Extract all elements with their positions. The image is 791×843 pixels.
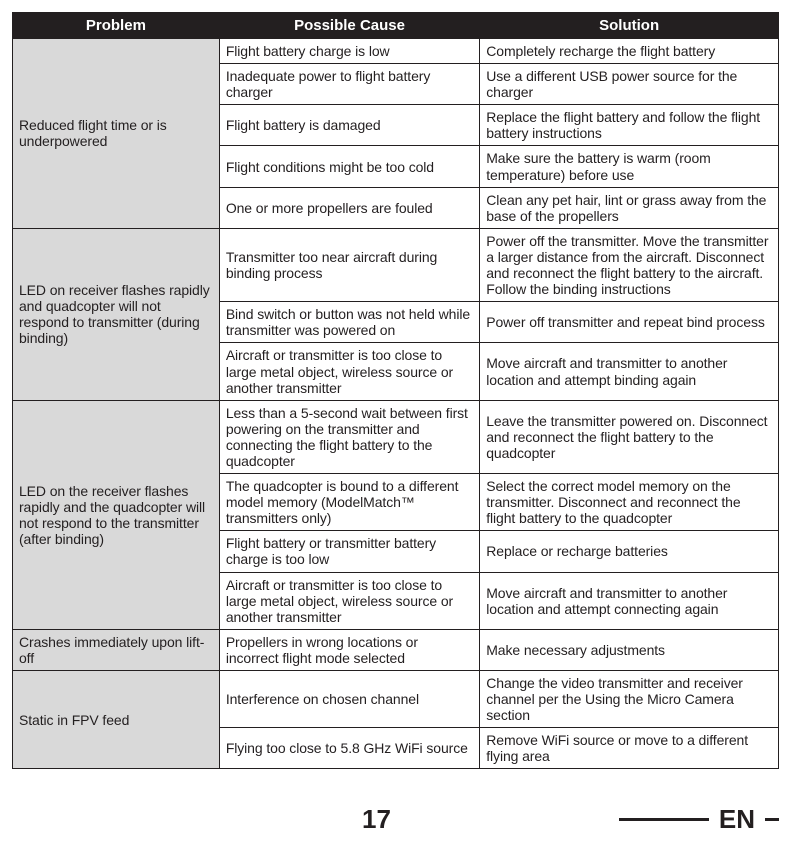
solution-cell: Clean any pet hair, lint or grass away f…	[480, 187, 779, 228]
language-code: EN	[719, 804, 755, 835]
cause-cell: Aircraft or transmitter is too close to …	[219, 343, 479, 400]
problem-cell: LED on the receiver flashes rapidly and …	[13, 400, 220, 629]
solution-cell: Make sure the battery is warm (room temp…	[480, 146, 779, 187]
table-row: Reduced flight time or is underpoweredFl…	[13, 39, 779, 64]
cause-cell: Flying too close to 5.8 GHz WiFi source	[219, 728, 479, 769]
solution-cell: Completely recharge the flight battery	[480, 39, 779, 64]
cause-cell: Inadequate power to flight battery charg…	[219, 64, 479, 105]
solution-cell: Power off transmitter and repeat bind pr…	[480, 302, 779, 343]
page-number: 17	[362, 804, 391, 835]
footer-rule-right	[765, 818, 779, 821]
footer-rule-left	[619, 818, 709, 821]
cause-cell: Bind switch or button was not held while…	[219, 302, 479, 343]
cause-cell: Aircraft or transmitter is too close to …	[219, 572, 479, 629]
solution-cell: Remove WiFi source or move to a differen…	[480, 728, 779, 769]
solution-cell: Power off the transmitter. Move the tran…	[480, 228, 779, 301]
problem-cell: Static in FPV feed	[13, 671, 220, 769]
problem-cell: Crashes immediately upon lift-off	[13, 629, 220, 670]
cause-cell: Propellers in wrong locations or incorre…	[219, 629, 479, 670]
solution-cell: Use a different USB power source for the…	[480, 64, 779, 105]
cause-cell: Interference on chosen channel	[219, 671, 479, 728]
table-row: LED on the receiver flashes rapidly and …	[13, 400, 779, 473]
solution-cell: Replace or recharge batteries	[480, 531, 779, 572]
cause-cell: Flight battery or transmitter battery ch…	[219, 531, 479, 572]
solution-cell: Select the correct model memory on the t…	[480, 474, 779, 531]
table-row: Static in FPV feedInterference on chosen…	[13, 671, 779, 728]
cause-cell: The quadcopter is bound to a different m…	[219, 474, 479, 531]
table-row: Crashes immediately upon lift-offPropell…	[13, 629, 779, 670]
cause-cell: Flight battery is damaged	[219, 105, 479, 146]
cause-cell: Flight conditions might be too cold	[219, 146, 479, 187]
header-problem: Problem	[13, 13, 220, 39]
solution-cell: Replace the flight battery and follow th…	[480, 105, 779, 146]
cause-cell: Less than a 5-second wait between first …	[219, 400, 479, 473]
header-solution: Solution	[480, 13, 779, 39]
table-header-row: Problem Possible Cause Solution	[13, 13, 779, 39]
solution-cell: Move aircraft and transmitter to another…	[480, 343, 779, 400]
troubleshooting-table: Problem Possible Cause Solution Reduced …	[12, 12, 779, 769]
table-row: LED on receiver flashes rapidly and quad…	[13, 228, 779, 301]
cause-cell: One or more propellers are fouled	[219, 187, 479, 228]
problem-cell: LED on receiver flashes rapidly and quad…	[13, 228, 220, 400]
solution-cell: Make necessary adjustments	[480, 629, 779, 670]
problem-cell: Reduced flight time or is underpowered	[13, 39, 220, 229]
header-cause: Possible Cause	[219, 13, 479, 39]
language-indicator: EN	[619, 804, 779, 835]
solution-cell: Leave the transmitter powered on. Discon…	[480, 400, 779, 473]
solution-cell: Change the video transmitter and receive…	[480, 671, 779, 728]
page-footer: 17 EN	[12, 795, 779, 843]
solution-cell: Move aircraft and transmitter to another…	[480, 572, 779, 629]
cause-cell: Flight battery charge is low	[219, 39, 479, 64]
cause-cell: Transmitter too near aircraft during bin…	[219, 228, 479, 301]
